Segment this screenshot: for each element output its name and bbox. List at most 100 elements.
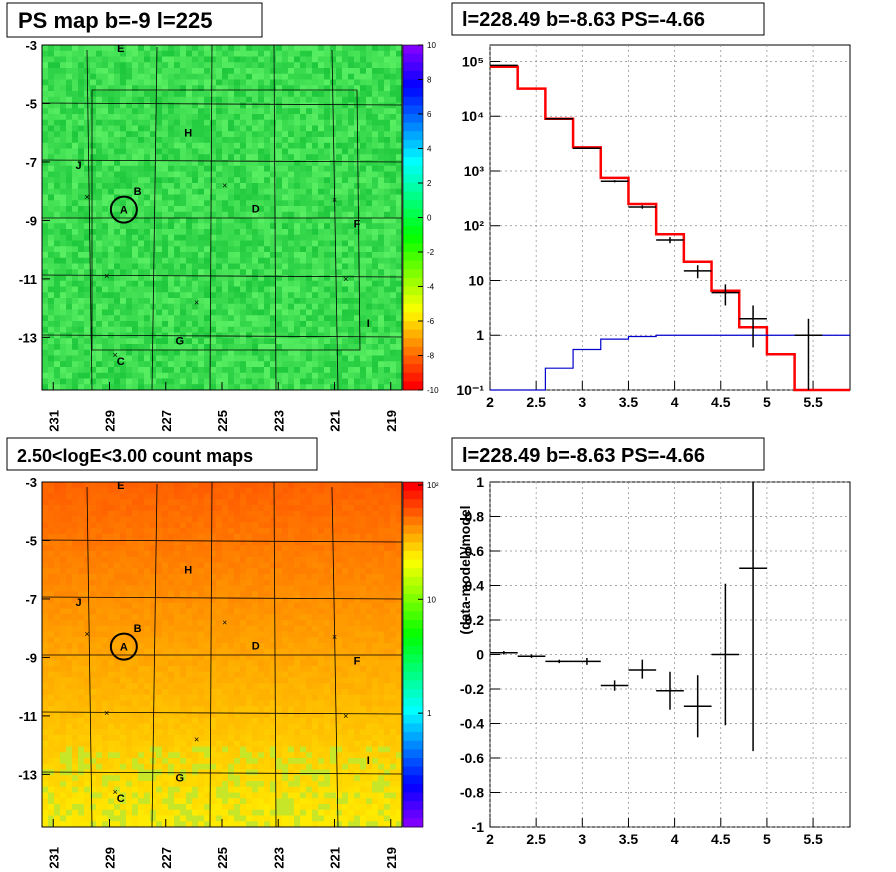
map-pixel (198, 229, 205, 236)
x-tick-label: 219 (384, 410, 399, 432)
map-pixel (48, 545, 55, 552)
map-pixel (96, 125, 103, 132)
map-pixel (270, 206, 277, 213)
map-pixel (270, 229, 277, 236)
colorbar-tick-label: 6 (427, 110, 432, 119)
map-pixel (114, 45, 121, 52)
map-pixel (222, 229, 229, 236)
map-pixel (348, 91, 355, 98)
map-pixel (150, 79, 157, 86)
map-pixel (216, 165, 223, 172)
map-pixel (42, 384, 49, 391)
map-pixel (330, 165, 337, 172)
map-pixel (318, 56, 325, 63)
map-pixel (42, 171, 49, 178)
map-pixel (102, 194, 109, 201)
map-pixel (390, 194, 397, 201)
map-pixel (72, 625, 79, 632)
map-pixel (294, 361, 301, 368)
map-pixel (60, 200, 67, 207)
map-pixel (270, 309, 277, 316)
map-pixel (390, 229, 397, 236)
map-pixel (186, 206, 193, 213)
map-pixel (60, 62, 67, 69)
map-pixel (72, 73, 79, 80)
map-pixel (108, 752, 115, 759)
map-pixel (366, 96, 373, 103)
map-pixel (288, 344, 295, 351)
map-pixel (258, 326, 265, 333)
map-pixel (324, 292, 331, 299)
map-pixel (384, 142, 391, 149)
map-pixel (108, 160, 115, 167)
map-pixel (384, 125, 391, 132)
map-pixel (378, 298, 385, 305)
map-pixel (132, 620, 139, 627)
map-pixel (210, 257, 217, 264)
map-pixel (198, 372, 205, 379)
map-pixel (90, 804, 97, 811)
map-pixel (258, 165, 265, 172)
map-pixel (102, 579, 109, 586)
map-pixel (390, 246, 397, 253)
map-pixel (366, 309, 373, 316)
map-pixel (120, 562, 127, 569)
map-pixel (234, 108, 241, 115)
map-pixel (264, 367, 271, 374)
map-pixel (210, 367, 217, 374)
map-pixel (264, 321, 271, 328)
map-pixel (132, 223, 139, 230)
map-pixel (132, 712, 139, 719)
map-pixel (66, 706, 73, 713)
map-pixel (366, 367, 373, 374)
map-pixel (138, 597, 145, 604)
map-pixel (114, 683, 121, 690)
map-pixel (192, 56, 199, 63)
map-pixel (390, 252, 397, 259)
colorbar-cell (403, 122, 423, 132)
map-pixel (96, 533, 103, 540)
map-pixel (78, 717, 85, 724)
map-pixel (102, 723, 109, 730)
map-pixel (102, 510, 109, 517)
map-pixel (108, 746, 115, 753)
map-pixel (132, 372, 139, 379)
map-pixel (258, 217, 265, 224)
map-pixel (204, 177, 211, 184)
map-pixel (60, 631, 67, 638)
map-pixel (78, 165, 85, 172)
map-pixel (222, 326, 229, 333)
map-pixel (180, 148, 187, 155)
map-pixel (72, 528, 79, 535)
map-pixel (132, 499, 139, 506)
map-pixel (396, 252, 403, 259)
map-pixel (150, 56, 157, 63)
map-pixel (228, 171, 235, 178)
map-pixel (222, 234, 229, 241)
map-pixel (288, 177, 295, 184)
map-pixel (282, 194, 289, 201)
map-pixel (330, 79, 337, 86)
map-pixel (192, 177, 199, 184)
map-pixel (252, 96, 259, 103)
map-pixel (42, 154, 49, 161)
map-pixel (114, 717, 121, 724)
map-pixel (84, 568, 91, 575)
map-pixel (234, 131, 241, 138)
map-pixel (90, 223, 97, 230)
map-pixel (366, 263, 373, 270)
map-pixel (72, 505, 79, 512)
map-pixel (222, 96, 229, 103)
map-pixel (144, 91, 151, 98)
map-pixel (84, 809, 91, 816)
map-pixel (48, 602, 55, 609)
map-pixel (132, 315, 139, 322)
map-pixel (96, 786, 103, 793)
map-pixel (300, 160, 307, 167)
map-pixel (396, 384, 403, 391)
map-pixel (258, 223, 265, 230)
map-pixel (78, 568, 85, 575)
map-pixel (354, 269, 361, 276)
map-pixel (72, 280, 79, 287)
map-pixel (90, 50, 97, 57)
